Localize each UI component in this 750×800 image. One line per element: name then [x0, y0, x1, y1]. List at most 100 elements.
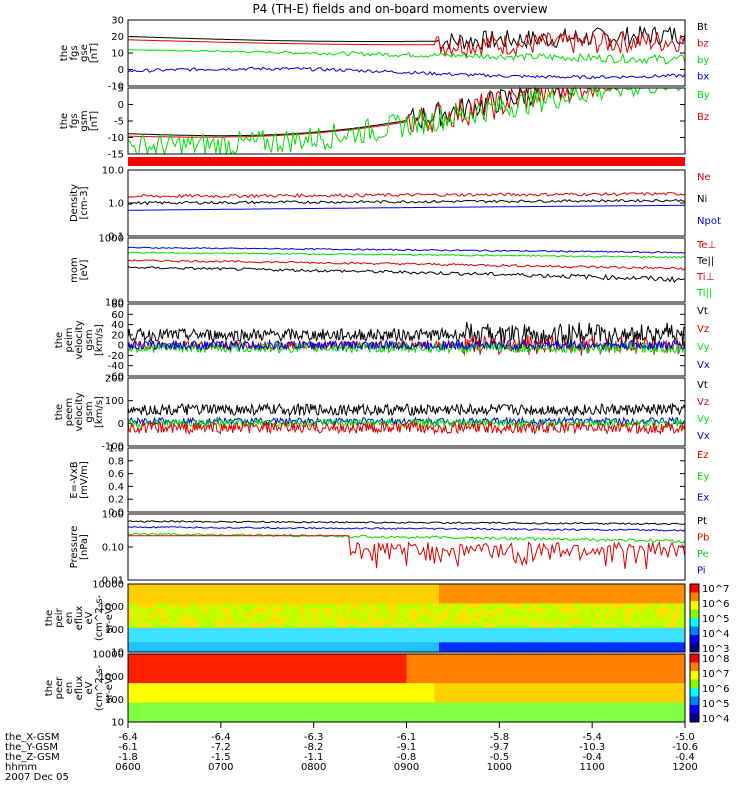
panel-ylabel: the [54, 404, 65, 420]
legend-entry: Vz [697, 397, 709, 408]
y-tick-label: 200 [105, 374, 124, 385]
panel-frame [127, 19, 686, 87]
y-tick-label: 0.2 [108, 495, 124, 506]
legend-entry: Vt [697, 306, 708, 317]
y-tick-label: 0.4 [108, 482, 124, 493]
series-line [127, 402, 686, 417]
panel-ylabel: gse [79, 44, 90, 62]
series-line [127, 192, 686, 199]
panel-frame [127, 169, 686, 237]
legend-entry: Ti|| [696, 288, 712, 299]
panel-frame [127, 583, 686, 653]
figure-title: P4 (TH-E) fields and on-board moments ov… [252, 2, 547, 16]
xaxis-tick-label: -0.4 [582, 752, 602, 763]
xaxis-tick-label: -10.6 [672, 742, 698, 753]
legend-entry: Pt [697, 516, 707, 527]
colorbar-label: 10^7 [702, 669, 729, 680]
y-tick-label: 5 [118, 84, 124, 95]
xaxis-tick-label: -10.3 [579, 742, 605, 753]
xaxis-tick-label: -1.8 [118, 752, 138, 763]
series-line [127, 25, 686, 51]
xaxis-tick-label: -1.5 [211, 752, 231, 763]
series-line [127, 86, 685, 137]
colorbar-label: 10^8 [702, 654, 729, 665]
y-tick-label: 1000 [99, 672, 124, 683]
panel-ylabel: en [64, 612, 75, 625]
panel-ylabel: [cm-3] [79, 186, 90, 219]
xaxis-tick-label: 0900 [394, 762, 419, 773]
xaxis-tick-label: -6.1 [118, 742, 138, 753]
legend-entry: Pe [697, 549, 709, 560]
y-tick-label: -10 [108, 82, 124, 93]
xaxis-row-label: the_Y-GSM [5, 742, 58, 753]
xaxis-tick-label: -1.1 [304, 752, 324, 763]
panel-ylabel: eV [84, 681, 95, 694]
panel-frame [127, 513, 686, 581]
colorbar-label: 10^4 [702, 629, 729, 640]
panel-9: the peir en eflux eV (cm^2-s-sr-eV) 10000 1000 1… [44, 580, 729, 659]
panel-ylabel: gsm [84, 401, 95, 422]
series-line [127, 266, 686, 284]
y-tick-label: 0 [118, 100, 124, 111]
xaxis-tick-label: -0.8 [397, 752, 417, 763]
panel-2: the fgs gsm [nT] 5 0 -5 -10 -15 By Bz [59, 84, 710, 161]
y-tick-label: 80 [111, 300, 124, 311]
y-tick-label: 0.0 [108, 508, 124, 519]
legend-entry: Ex [697, 493, 709, 504]
panel-5: the peim velocity gsm [km/s]806040200-20-40-… [54, 300, 710, 383]
y-tick-label: 20 [111, 330, 124, 341]
legend-entry: Vx [697, 360, 710, 371]
legend-entry: Ey [697, 471, 709, 482]
y-tick-label: 0.1 [108, 232, 124, 243]
series-line [127, 66, 686, 80]
xaxis-tick-label: -9.1 [397, 742, 417, 753]
y-tick-label: -40 [108, 361, 124, 372]
series-line [127, 525, 686, 532]
panel-ylabel: the [54, 332, 65, 348]
colorbar-label: 10^5 [702, 614, 729, 625]
xaxis-row-label: the_X-GSM [5, 732, 59, 743]
panel-ylabel: [km/s] [94, 324, 105, 356]
panel-ylabel: mom [69, 257, 80, 283]
y-tick-label: -100 [101, 442, 124, 453]
colorbar-label: 10^3 [702, 644, 729, 655]
status-bar [128, 157, 685, 166]
panel-frame [127, 303, 686, 377]
xaxis-tick-label: -6.4 [118, 732, 138, 743]
y-tick-label: 100 [105, 396, 124, 407]
series-line [127, 246, 686, 254]
xaxis-row-label: the_Z-GSM [5, 752, 60, 763]
panel-ylabel: en [64, 682, 75, 695]
panel-ylabel: the [44, 610, 55, 626]
series-line [127, 321, 686, 349]
date-label: 2007 Dec 05 [5, 772, 69, 783]
legend-entry: By [697, 90, 710, 101]
legend-entry: Ni [697, 194, 707, 205]
panel-7: E=-VxB [mV/m] 1.00.8 0.6 0.4 0.2 0.0 Ez Ey Ex [69, 444, 709, 519]
panel-frame [127, 87, 686, 155]
series-line [127, 338, 686, 352]
series-line [127, 520, 686, 526]
y-tick-label: 0 [118, 65, 124, 76]
legend-entry: Ne [697, 172, 711, 183]
panel-ylabel: (cm^2-s- [94, 664, 105, 711]
y-tick-label: 100 [105, 298, 124, 309]
panel-ylabel: (cm^2-s- [94, 594, 105, 641]
y-tick-label: 10 [111, 718, 124, 729]
legend-entry: Vt [697, 380, 708, 391]
xaxis-tick-label: 1000 [487, 762, 512, 773]
xaxis-tick-label: 1100 [579, 762, 604, 773]
y-tick-label: 0 [118, 419, 124, 430]
panel-ylabel: peir [54, 607, 65, 627]
panel-6: the peem velocity gsm [km/s]200 100 0 -100 Vt Vz V… [54, 374, 710, 453]
legend-entry: Pb [697, 533, 709, 544]
legend-entry: Vy [697, 342, 710, 353]
panel-ylabel: [km/s] [94, 396, 105, 428]
legend-entry: Te⊥ [696, 240, 716, 251]
colorbar-label: 10^6 [702, 599, 729, 610]
panel-ylabel: the [59, 45, 70, 61]
y-tick-label: 10 [111, 648, 124, 659]
legend-entry: Ti⊥ [696, 272, 714, 283]
xaxis-row-label: hhmm [5, 762, 37, 773]
xaxis-tick-label: 0800 [301, 762, 326, 773]
